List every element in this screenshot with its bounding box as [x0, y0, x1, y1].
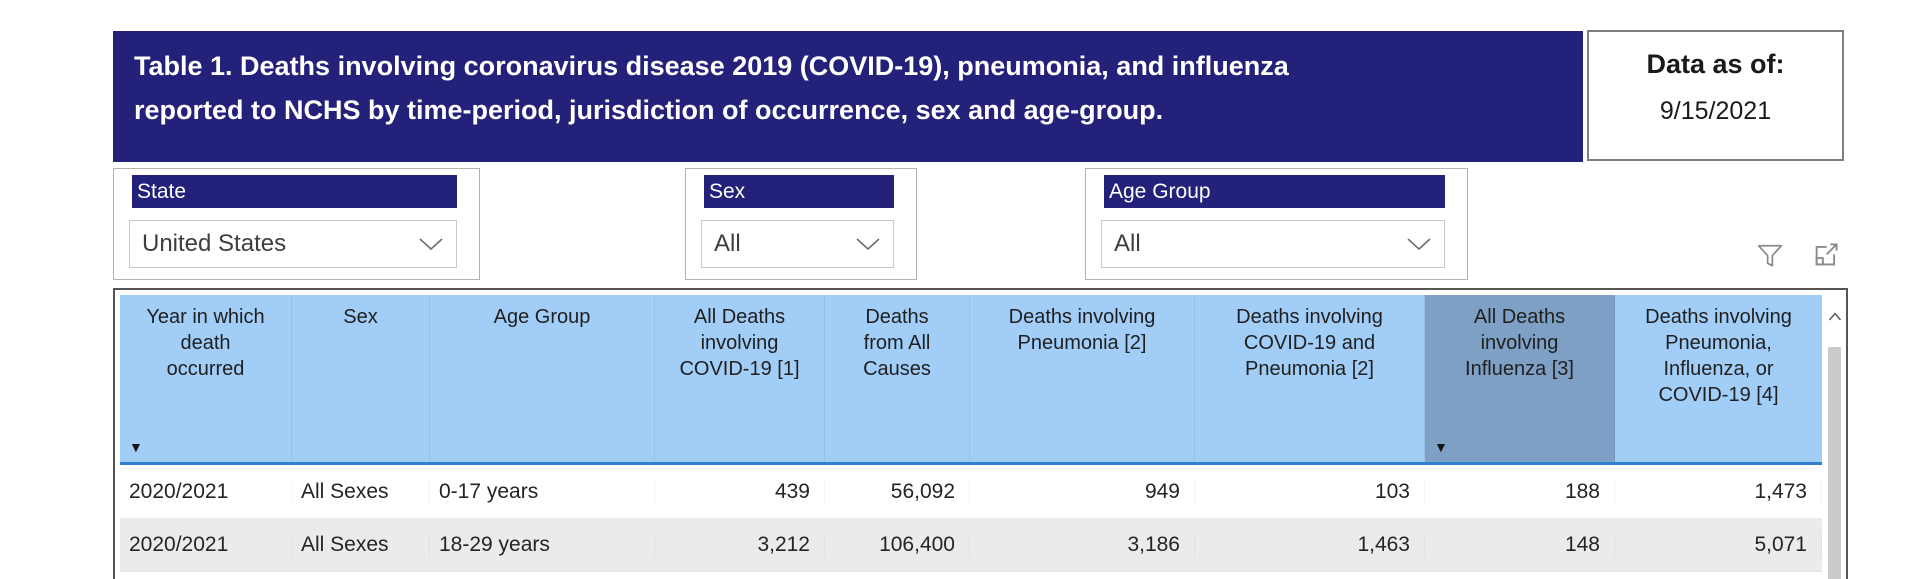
funnel-icon: [1756, 242, 1784, 275]
table-cell: 5,071: [1615, 532, 1822, 557]
table-cell: 103: [1195, 479, 1425, 504]
age-group-dropdown[interactable]: All: [1101, 220, 1445, 268]
table-cell: 1,463: [1195, 532, 1425, 557]
data-table-visual: Year in which death occurred ▼ Sex Age Grou…: [113, 288, 1848, 579]
table-cell: 2020/2021: [120, 532, 292, 557]
table-row[interactable]: 2020/2021 All Sexes 18-29 years 3,212 106,40…: [120, 518, 1822, 571]
column-header-label: All Deaths involving COVID-19 [1]: [679, 306, 800, 380]
focus-mode-button[interactable]: [1810, 241, 1842, 273]
data-as-of-box: Data as of: 9/15/2021: [1587, 30, 1844, 161]
scrollbar-thumb[interactable]: [1828, 347, 1841, 579]
state-filter: State United States: [113, 168, 480, 280]
table-cell: 56,092: [825, 479, 970, 504]
data-as-of-label: Data as of:: [1646, 49, 1785, 79]
state-filter-label: State: [132, 175, 457, 208]
column-header-label: All Deaths involving Influenza [3]: [1465, 306, 1574, 380]
table-cell: 3,212: [655, 532, 825, 557]
table-cell: 3,186: [970, 532, 1195, 557]
chevron-down-icon: [856, 237, 880, 251]
table-cell: 188: [1425, 479, 1615, 504]
vertical-scrollbar[interactable]: [1826, 295, 1843, 579]
column-header-influenza[interactable]: All Deaths involving Influenza [3] ▼: [1425, 295, 1615, 462]
sex-dropdown[interactable]: All: [701, 220, 894, 268]
table-cell: 949: [970, 479, 1195, 504]
column-header-year[interactable]: Year in which death occurred ▼: [120, 295, 292, 462]
state-dropdown-value: United States: [142, 230, 287, 257]
chevron-down-icon: [419, 237, 443, 251]
table-cell: All Sexes: [292, 479, 430, 504]
column-header-age-group[interactable]: Age Group: [430, 295, 655, 462]
sex-filter: Sex All: [685, 168, 917, 280]
table-cell: 18-29 years: [430, 532, 655, 557]
column-header-label: Deaths from All Causes: [863, 306, 931, 380]
chevron-down-icon: [1407, 237, 1431, 251]
table-cell: 2020/2021: [120, 479, 292, 504]
column-header-pneumonia[interactable]: Deaths involving Pneumonia [2]: [970, 295, 1195, 462]
sort-descending-icon: ▼: [129, 439, 143, 455]
column-header-covid-deaths[interactable]: All Deaths involving COVID-19 [1]: [655, 295, 825, 462]
report-title: Table 1. Deaths involving coronavirus di…: [134, 51, 1289, 125]
age-group-filter-label: Age Group: [1104, 175, 1445, 208]
table-row[interactable]: 2020/2021 All Sexes 0-17 years 439 56,092 949…: [120, 465, 1822, 518]
table-cell: All Sexes: [292, 532, 430, 557]
sex-filter-label: Sex: [704, 175, 894, 208]
table-cell: 439: [655, 479, 825, 504]
data-as-of-value: 9/15/2021: [1659, 97, 1772, 125]
focus-mode-icon: [1811, 240, 1841, 275]
partial-next-row: [120, 571, 1822, 579]
table-cell: 1,473: [1615, 479, 1822, 504]
table-body: 2020/2021 All Sexes 0-17 years 439 56,092 949…: [120, 465, 1822, 571]
table-cell: 106,400: [825, 532, 970, 557]
age-group-dropdown-value: All: [1114, 230, 1141, 257]
column-header-label: Deaths involving Pneumonia, Influenza, o…: [1645, 306, 1792, 406]
report-title-bar: Table 1. Deaths involving coronavirus di…: [113, 31, 1583, 162]
sort-descending-icon: ▼: [1434, 439, 1448, 455]
column-header-all-causes[interactable]: Deaths from All Causes: [825, 295, 970, 462]
column-header-label: Year in which death occurred: [146, 306, 265, 380]
column-header-label: Deaths involving COVID-19 and Pneumonia …: [1236, 306, 1383, 380]
table-header-row: Year in which death occurred ▼ Sex Age Grou…: [120, 295, 1822, 462]
chevron-up-icon[interactable]: [1826, 295, 1843, 321]
age-group-filter: Age Group All: [1085, 168, 1468, 280]
table-cell: 148: [1425, 532, 1615, 557]
column-header-covid-pneumonia[interactable]: Deaths involving COVID-19 and Pneumonia …: [1195, 295, 1425, 462]
header-underline: [120, 462, 1822, 465]
filter-funnel-button[interactable]: [1754, 242, 1786, 274]
table-cell: 0-17 years: [430, 479, 655, 504]
sex-dropdown-value: All: [714, 230, 741, 257]
column-header-sex[interactable]: Sex: [292, 295, 430, 462]
column-header-pic[interactable]: Deaths involving Pneumonia, Influenza, o…: [1615, 295, 1822, 462]
column-header-label: Sex: [343, 306, 378, 328]
column-header-label: Deaths involving Pneumonia [2]: [1008, 306, 1156, 354]
state-dropdown[interactable]: United States: [129, 220, 457, 268]
column-header-label: Age Group: [493, 306, 591, 328]
